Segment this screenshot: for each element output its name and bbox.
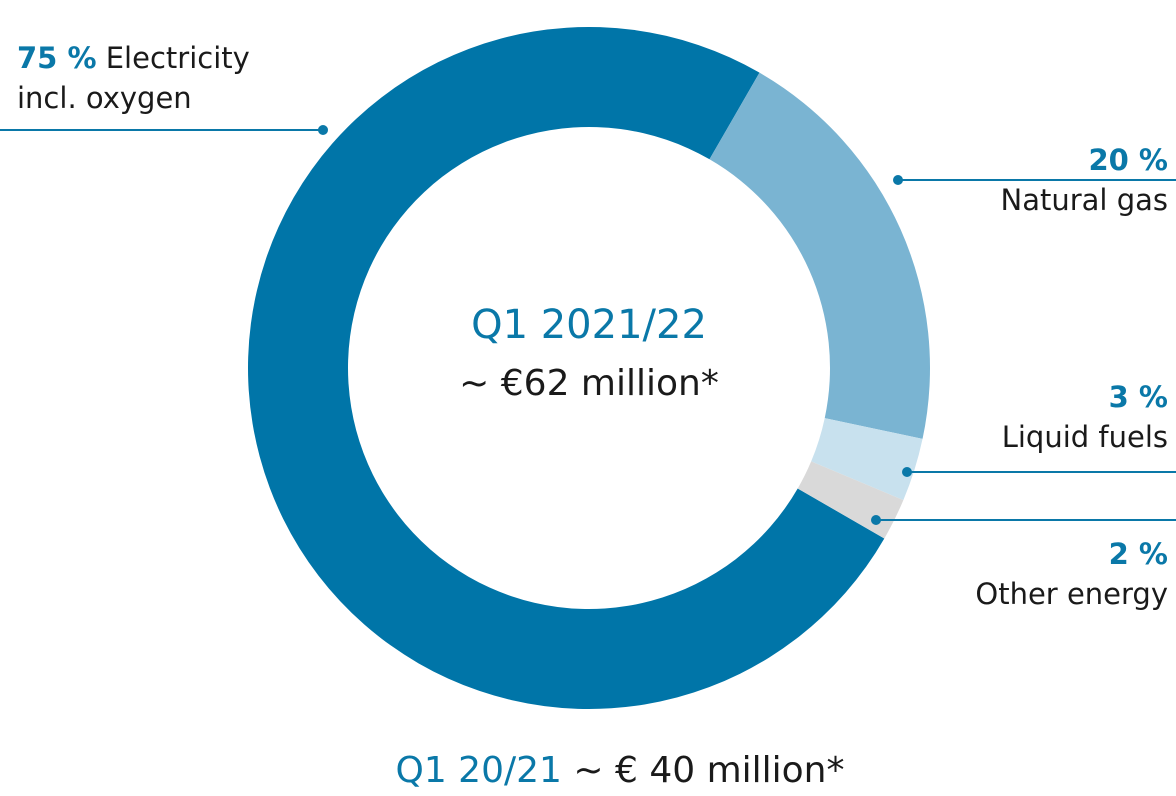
category-label: Liquid fuels: [1001, 420, 1168, 454]
value-label: 75 %: [17, 41, 97, 75]
center-value: ~ €62 million*: [459, 363, 719, 404]
center-title: Q1 2021/22: [471, 302, 707, 348]
footer-value: ~ € 40 million*: [573, 750, 844, 791]
slice-label: 2 % Other energy: [975, 534, 1168, 614]
leader-dot: [902, 467, 912, 477]
footer-period: Q1 20/21: [395, 750, 561, 791]
value-label: 3 %: [1108, 380, 1168, 414]
slice-label: 20 % Natural gas: [1001, 140, 1168, 220]
slice-label: 3 % Liquid fuels: [1002, 377, 1168, 457]
footer: Q1 20/21 ~ € 40 million*: [395, 750, 844, 791]
leader-dot: [893, 175, 903, 185]
slice-label: 75 % Electricity incl. oxygen: [17, 38, 307, 118]
category-label: Electricity incl. oxygen: [17, 41, 250, 115]
category-label: Natural gas: [1000, 183, 1168, 217]
slice: [248, 26, 885, 709]
slice: [709, 72, 930, 439]
leader-dot: [871, 515, 881, 525]
value-label: 20 %: [1088, 143, 1168, 177]
leader-dot: [318, 125, 328, 135]
value-label: 2 %: [1108, 537, 1168, 571]
slice: [811, 418, 923, 501]
category-label: Other energy: [975, 577, 1168, 611]
